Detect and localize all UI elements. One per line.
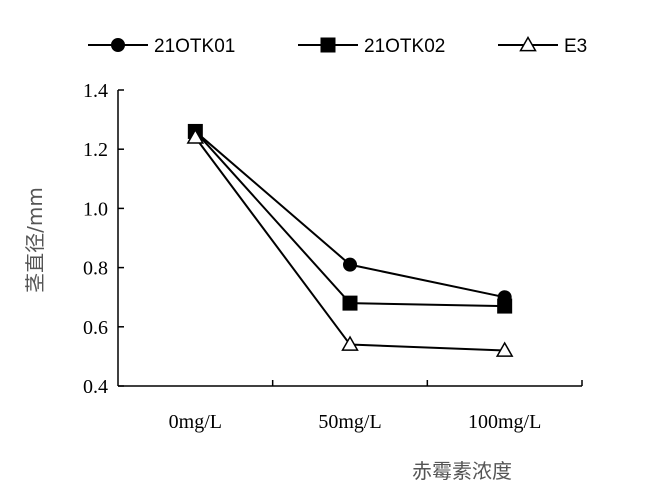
legend-item: 21OTK01 <box>88 36 235 57</box>
series-line <box>194 130 505 308</box>
legend-marker <box>111 38 125 52</box>
data-point <box>343 257 357 272</box>
series-E3 <box>186 128 514 357</box>
legend-marker <box>519 35 537 52</box>
series-line <box>194 130 505 299</box>
data-point <box>341 335 359 351</box>
series-line <box>194 136 505 352</box>
y-axis-label: 茎直径/mm <box>23 187 47 293</box>
y-tick-label: 1.2 <box>83 139 108 161</box>
x-axis-label: 赤霉素浓度 <box>412 459 512 483</box>
y-tick-label: 1.0 <box>83 198 108 220</box>
data-point <box>495 341 514 357</box>
legend-item: E3 <box>498 35 587 57</box>
legend-marker <box>320 37 336 53</box>
series-21OTK02 <box>187 123 513 314</box>
legend-label: 21OTK01 <box>154 36 235 57</box>
series-layer <box>186 123 514 357</box>
series-21OTK01 <box>188 124 512 305</box>
data-point <box>342 295 358 311</box>
x-tick-label: 0mg/L <box>169 411 222 433</box>
axes: 0.4 0.6 0.8 1.0 1.2 1.4 0mg/L 50mg/L 100mg/L <box>83 80 583 433</box>
legend-label: 21OTK02 <box>364 36 445 57</box>
y-tick-label: 0.6 <box>83 317 108 339</box>
y-tick-label: 0.4 <box>83 376 108 398</box>
legend: 21OTK01 21OTK02 E3 <box>88 35 587 57</box>
data-point <box>497 298 513 314</box>
x-tick-label: 100mg/L <box>468 411 541 433</box>
x-tick-label: 50mg/L <box>318 411 381 433</box>
legend-label: E3 <box>564 36 587 57</box>
data-point <box>186 128 205 144</box>
y-tick-label: 1.4 <box>83 80 108 102</box>
y-tick-label: 0.8 <box>83 258 108 280</box>
legend-item: 21OTK02 <box>298 36 445 57</box>
